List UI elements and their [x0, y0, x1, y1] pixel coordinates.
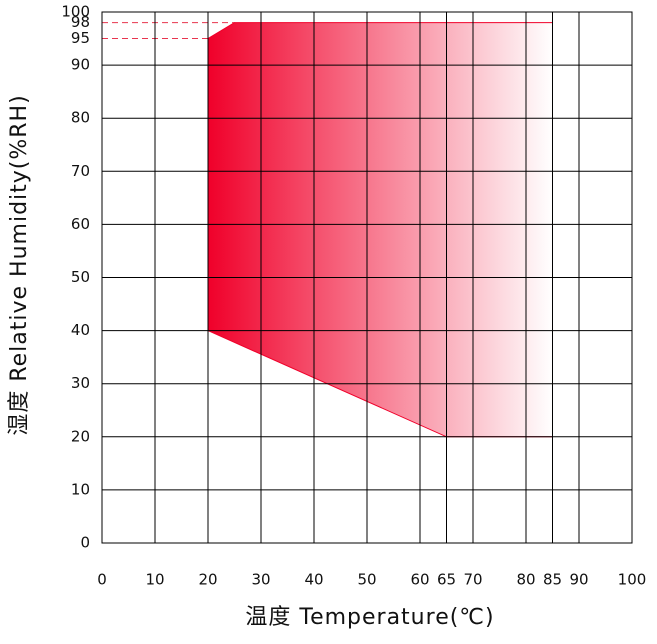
- y-tick-label: 100: [61, 3, 90, 21]
- y-tick-label: 20: [71, 427, 90, 445]
- area: [207, 22, 553, 438]
- x-tick-label: 100: [618, 571, 647, 589]
- y-tick-label: 30: [71, 374, 90, 392]
- y-tick-label: 98: [71, 13, 90, 31]
- y-tick-label: 95: [71, 29, 90, 47]
- plot-frame: [101, 11, 633, 544]
- y-tick-label: 10: [71, 480, 90, 498]
- x-axis-title: 温度 Temperature(℃): [245, 605, 494, 630]
- y-tick-label: 60: [71, 215, 90, 233]
- x-tick-label: 90: [569, 571, 588, 589]
- x-tick-label: 20: [198, 571, 217, 589]
- x-tick-label: 70: [463, 571, 482, 589]
- y-tick-label: 0: [80, 534, 90, 552]
- x-tick-label: 85: [543, 571, 562, 589]
- y-tick-label: 40: [71, 321, 90, 339]
- x-tick-label: 65: [437, 571, 456, 589]
- y-tick-label: 80: [71, 109, 90, 127]
- y-tick-label: 50: [71, 268, 90, 286]
- x-tick-label: 50: [357, 571, 376, 589]
- x-tick-label: 40: [304, 571, 323, 589]
- x-tick-label: 0: [97, 571, 107, 589]
- y-tick-label: 70: [71, 162, 90, 180]
- x-tick-label: 80: [516, 571, 535, 589]
- x-tick-label: 60: [410, 571, 429, 589]
- y-axis-title: 湿度 Relative Humidity(%RH): [7, 94, 32, 435]
- x-tick-label: 30: [251, 571, 270, 589]
- x-tick-label: 10: [145, 571, 164, 589]
- y-tick-label: 90: [71, 56, 90, 74]
